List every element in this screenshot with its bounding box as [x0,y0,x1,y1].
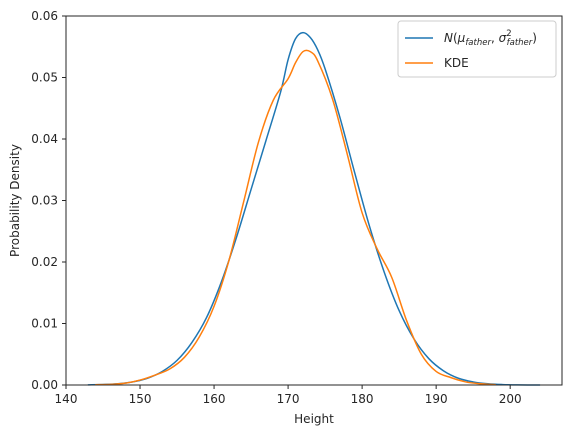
x-tick-label: 180 [351,392,374,406]
y-tick-label: 0.06 [31,9,58,23]
y-axis-ticks: 0.00 0.01 0.02 0.03 0.04 0.05 0.06 [31,9,66,392]
y-tick-label: 0.04 [31,132,58,146]
y-tick-label: 0.00 [31,378,58,392]
legend: N(μfather, σ2 father) KDE [397,20,557,78]
x-tick-label: 200 [499,392,522,406]
x-tick-label: 190 [425,392,448,406]
x-axis-ticks: 140 150 160 170 180 190 200 [55,385,522,406]
normal-curve-line [87,31,541,386]
y-tick-label: 0.01 [31,317,58,331]
series-layer [87,31,541,386]
kde-curve-line [94,49,497,386]
legend-label-kde: KDE [444,56,469,70]
y-tick-label: 0.05 [31,71,58,85]
legend-box [397,20,557,78]
x-tick-label: 170 [277,392,300,406]
y-axis-label: Probability Density [8,144,22,257]
x-axis-label: Height [294,412,334,426]
y-tick-label: 0.02 [31,255,58,269]
x-tick-label: 140 [55,392,78,406]
x-tick-label: 160 [203,392,226,406]
y-tick-label: 0.03 [31,194,58,208]
x-tick-label: 150 [129,392,152,406]
legend-label-normal: N(μfather, σ2 father) [444,29,537,48]
